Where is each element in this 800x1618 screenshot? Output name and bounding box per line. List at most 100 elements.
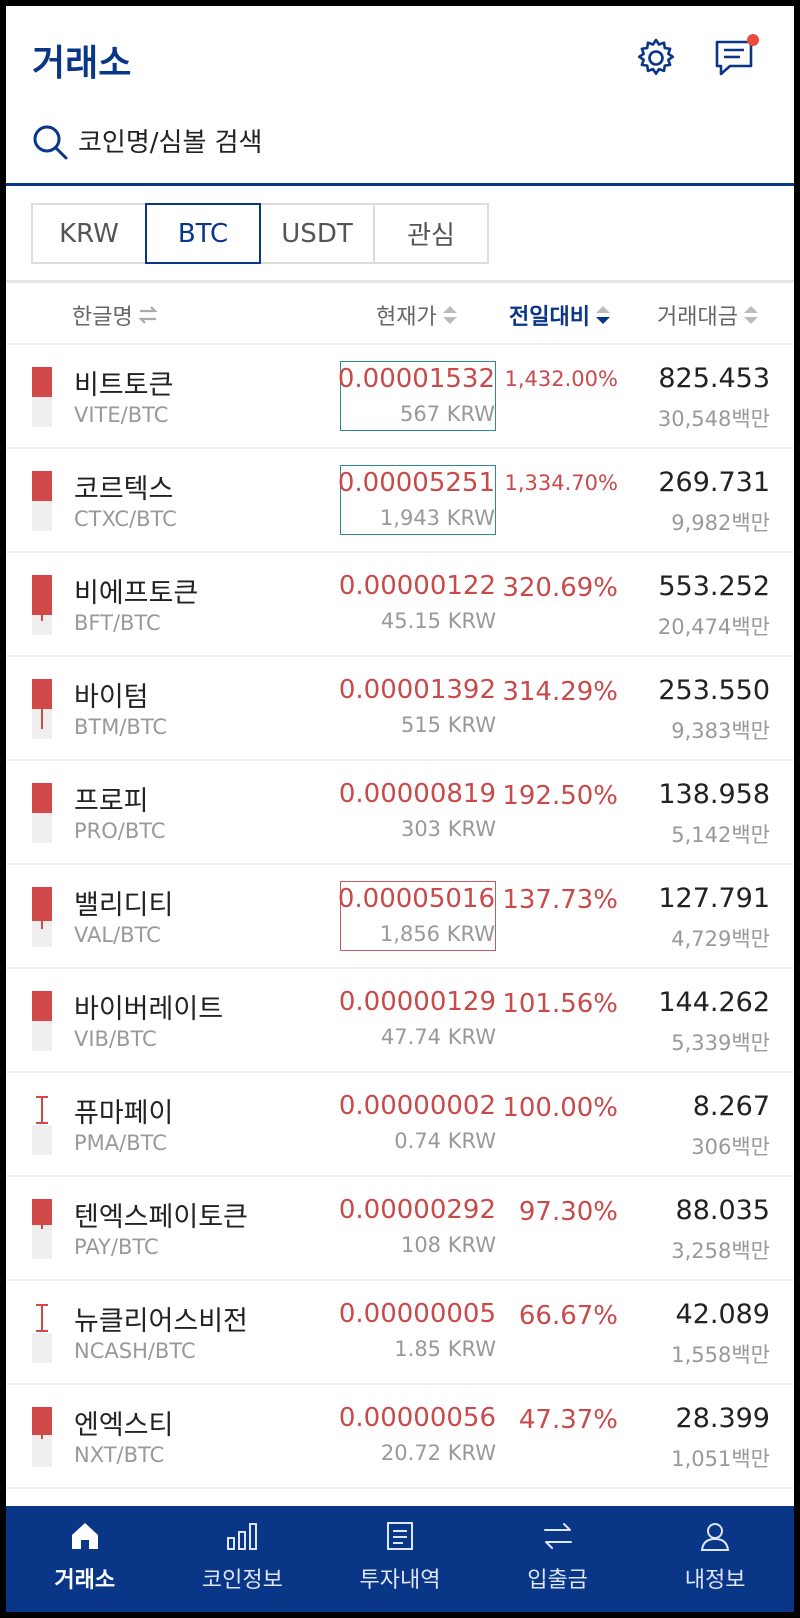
coin-row[interactable]: 비에프토큰 BFT/BTC 0.00000122 45.15 KRW 320.6… — [6, 553, 794, 657]
tab-btc[interactable]: BTC — [145, 203, 261, 264]
column-change-sort[interactable]: 전일대비 — [509, 299, 612, 331]
current-price: 0.00005251 — [337, 468, 495, 498]
trade-volume-krw: 306백만 — [691, 1135, 770, 1159]
nav-investment-history[interactable]: 투자내역 — [321, 1506, 479, 1612]
coin-symbol: NCASH/BTC — [74, 1339, 196, 1363]
coin-symbol: PMA/BTC — [74, 1131, 167, 1155]
gear-icon[interactable] — [634, 36, 678, 80]
coin-symbol: VIB/BTC — [74, 1027, 157, 1051]
current-price: 0.00001532 — [337, 364, 495, 394]
price-krw: 45.15 KRW — [380, 609, 496, 633]
coin-name: 코르텍스 — [74, 474, 174, 505]
coin-symbol: PRO/BTC — [74, 819, 166, 843]
current-price: 0.00000005 — [338, 1299, 496, 1329]
coin-row[interactable]: 바이버레이트 VIB/BTC 0.00000129 47.74 KRW 101.… — [6, 969, 794, 1073]
trade-volume-krw: 5,339백만 — [671, 1031, 770, 1055]
current-price: 0.00000056 — [338, 1403, 496, 1433]
candle-icon — [32, 887, 52, 947]
app-screen: 거래소 KRW BTC — [6, 6, 794, 1612]
candle-icon — [32, 1095, 52, 1155]
trade-volume-krw: 5,142백만 — [671, 823, 770, 847]
app-header: 거래소 — [6, 6, 794, 104]
price-cell: 0.00000819 303 KRW — [339, 777, 496, 847]
change-rate: 97.30% — [518, 1197, 618, 1227]
trade-volume-krw: 1,051백만 — [671, 1447, 770, 1471]
coin-row[interactable]: 프로피 PRO/BTC 0.00000819 303 KRW 192.50% 1… — [6, 761, 794, 865]
trade-volume: 253.550 — [658, 675, 770, 706]
nav-exchange[interactable]: 거래소 — [6, 1506, 164, 1612]
candle-icon — [32, 679, 52, 739]
coin-row[interactable]: 코르텍스 CTXC/BTC 0.00005251 1,943 KRW 1,334… — [6, 449, 794, 553]
column-name-toggle[interactable]: 한글명 — [72, 299, 159, 331]
price-cell: 0.00005016 1,856 KRW — [338, 881, 496, 951]
current-price: 0.00000292 — [338, 1195, 496, 1225]
trade-volume: 269.731 — [658, 467, 770, 498]
coin-name: 바이버레이트 — [74, 994, 224, 1025]
nav-label: 투자내역 — [359, 1568, 441, 1593]
price-krw: 303 KRW — [400, 817, 496, 841]
coin-symbol: BTM/BTC — [74, 715, 168, 739]
column-price-sort[interactable]: 현재가 — [376, 299, 459, 331]
nav-my-info[interactable]: 내정보 — [636, 1506, 794, 1612]
current-price: 0.00000129 — [338, 987, 496, 1017]
coin-symbol: NXT/BTC — [74, 1443, 165, 1467]
price-cell: 0.00000056 20.72 KRW — [338, 1401, 496, 1471]
search-input[interactable] — [78, 120, 758, 166]
swap-icon — [138, 306, 158, 324]
price-krw: 20.72 KRW — [380, 1441, 496, 1465]
price-krw: 515 KRW — [400, 713, 496, 737]
trade-volume-krw: 20,474백만 — [657, 615, 770, 639]
search-icon — [30, 122, 70, 162]
coin-row[interactable]: 뉴클리어스비전 NCASH/BTC 0.00000005 1.85 KRW 66… — [6, 1281, 794, 1385]
price-krw: 1,856 KRW — [379, 922, 495, 946]
transfer-icon — [540, 1518, 576, 1554]
sort-icon — [743, 306, 758, 324]
search-bar — [6, 104, 794, 186]
coin-row[interactable]: 텐엑스페이토큰 PAY/BTC 0.00000292 108 KRW 97.30… — [6, 1177, 794, 1281]
coin-symbol: VAL/BTC — [74, 923, 161, 947]
change-rate: 314.29% — [502, 677, 618, 707]
trade-volume-krw: 3,258백만 — [671, 1239, 770, 1263]
change-rate: 1,432.00% — [504, 367, 618, 391]
candle-icon — [32, 1407, 52, 1467]
tab-krw[interactable]: KRW — [31, 203, 147, 264]
coin-row[interactable]: 바이텀 BTM/BTC 0.00001392 515 KRW 314.29% 2… — [6, 657, 794, 761]
candle-icon — [32, 1303, 52, 1363]
nav-coin-info[interactable]: 코인정보 — [164, 1506, 322, 1612]
trade-volume: 138.958 — [658, 779, 770, 810]
coin-name: 퓨마페이 — [74, 1098, 174, 1129]
change-rate: 1,334.70% — [504, 471, 618, 495]
tab-favorites[interactable]: 관심 — [373, 203, 489, 264]
column-volume-sort[interactable]: 거래대금 — [657, 299, 760, 331]
change-rate: 66.67% — [518, 1301, 618, 1331]
price-krw: 567 KRW — [399, 402, 495, 426]
price-cell: 0.00001392 515 KRW — [338, 673, 496, 743]
price-cell: 0.00000129 47.74 KRW — [338, 985, 496, 1055]
coin-symbol: PAY/BTC — [74, 1235, 159, 1259]
coin-row[interactable]: 밸리디티 VAL/BTC 0.00005016 1,856 KRW 137.73… — [6, 865, 794, 969]
price-cell: 0.00000292 108 KRW — [338, 1193, 496, 1263]
trade-volume-krw: 9,383백만 — [671, 719, 770, 743]
coin-row[interactable]: 퓨마페이 PMA/BTC 0.00000002 0.74 KRW 100.00%… — [6, 1073, 794, 1177]
change-rate: 137.73% — [502, 885, 618, 915]
trade-volume: 8.267 — [692, 1091, 770, 1122]
trade-volume-krw: 9,982백만 — [671, 511, 770, 535]
coin-row[interactable]: 엔엑스티 NXT/BTC 0.00000056 20.72 KRW 47.37%… — [6, 1385, 794, 1489]
price-cell: 0.00000002 0.74 KRW — [339, 1089, 496, 1159]
trade-volume: 144.262 — [658, 987, 770, 1018]
nav-deposit-withdraw[interactable]: 입출금 — [479, 1506, 637, 1612]
chat-icon[interactable] — [712, 34, 759, 80]
market-tabs: KRW BTC USDT 관심 — [31, 203, 489, 264]
bar-chart-icon — [224, 1518, 260, 1554]
trade-volume: 127.791 — [658, 883, 770, 914]
tab-usdt[interactable]: USDT — [259, 203, 375, 264]
current-price: 0.00001392 — [338, 675, 496, 705]
candle-icon — [32, 367, 52, 427]
price-krw: 1.85 KRW — [394, 1337, 496, 1361]
column-change-label: 전일대비 — [509, 305, 590, 330]
coin-row[interactable]: 비트토큰 VITE/BTC 0.00001532 567 KRW 1,432.0… — [6, 345, 794, 449]
trade-volume: 88.035 — [675, 1195, 770, 1226]
price-cell: 0.00000122 45.15 KRW — [339, 569, 496, 639]
candle-icon — [32, 471, 52, 531]
change-rate: 192.50% — [502, 781, 618, 811]
